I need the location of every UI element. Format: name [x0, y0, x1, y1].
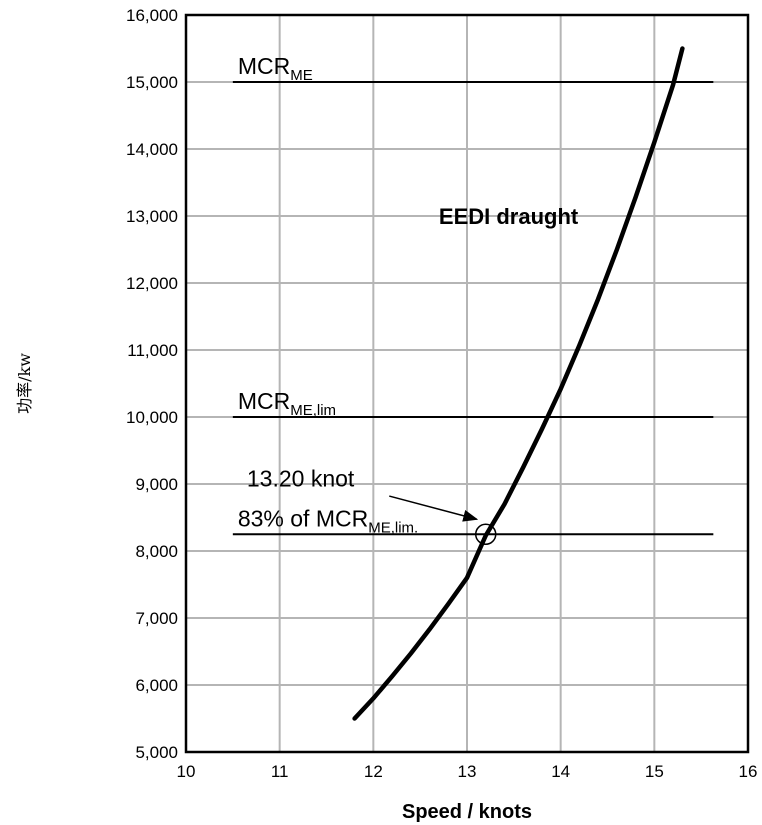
- reference-line-labels: MCRME MCRME,lim 83% of MCRME,lim.: [238, 53, 418, 536]
- y-tick-label: 10,000: [126, 408, 178, 427]
- series-line: [352, 46, 685, 721]
- x-tick-label: 14: [551, 762, 570, 781]
- y-tick-label: 7,000: [135, 609, 178, 628]
- annotation-marker: [474, 523, 497, 545]
- y-tick-labels: 5,000 6,000 7,000 8,000 9,000 10,000 11,000 12,…: [126, 6, 178, 762]
- x-axis-label: Speed / knots: [402, 801, 532, 823]
- y-tick-label: 5,000: [135, 743, 178, 762]
- reference-line-label: MCRME: [238, 53, 313, 84]
- reference-line-label: MCRME,lim: [238, 388, 336, 419]
- reference-lines: [232, 81, 714, 536]
- series-labels: EEDI draught: [439, 204, 579, 229]
- annotation-arrow: [389, 495, 479, 522]
- y-axis-label: 功率/kw: [15, 353, 34, 414]
- annotations: 13.20 knot: [247, 466, 497, 545]
- plot-frame: [184, 13, 750, 754]
- curve-layer: [352, 46, 685, 721]
- y-tick-label: 9,000: [135, 475, 178, 494]
- x-tick-label: 15: [645, 762, 664, 781]
- x-tick-labels: 10 11 12 13 14 15 16: [177, 762, 758, 781]
- y-tick-label: 8,000: [135, 542, 178, 561]
- y-tick-label: 15,000: [126, 73, 178, 92]
- series-label: EEDI draught: [439, 204, 579, 229]
- y-tick-label: 12,000: [126, 274, 178, 293]
- x-tick-label: 13: [458, 762, 477, 781]
- y-tick-label: 16,000: [126, 6, 178, 25]
- x-tick-label: 11: [271, 762, 289, 781]
- y-tick-label: 14,000: [126, 140, 178, 159]
- annotation-label: 13.20 knot: [247, 466, 355, 492]
- y-tick-label: 6,000: [135, 676, 178, 695]
- x-tick-label: 12: [364, 762, 383, 781]
- y-tick-label: 13,000: [126, 207, 178, 226]
- y-tick-label: 11,000: [127, 341, 178, 360]
- grid: [185, 14, 749, 753]
- x-tick-label: 16: [739, 762, 758, 781]
- reference-line-label: 83% of MCRME,lim.: [238, 505, 418, 536]
- x-tick-label: 10: [177, 762, 196, 781]
